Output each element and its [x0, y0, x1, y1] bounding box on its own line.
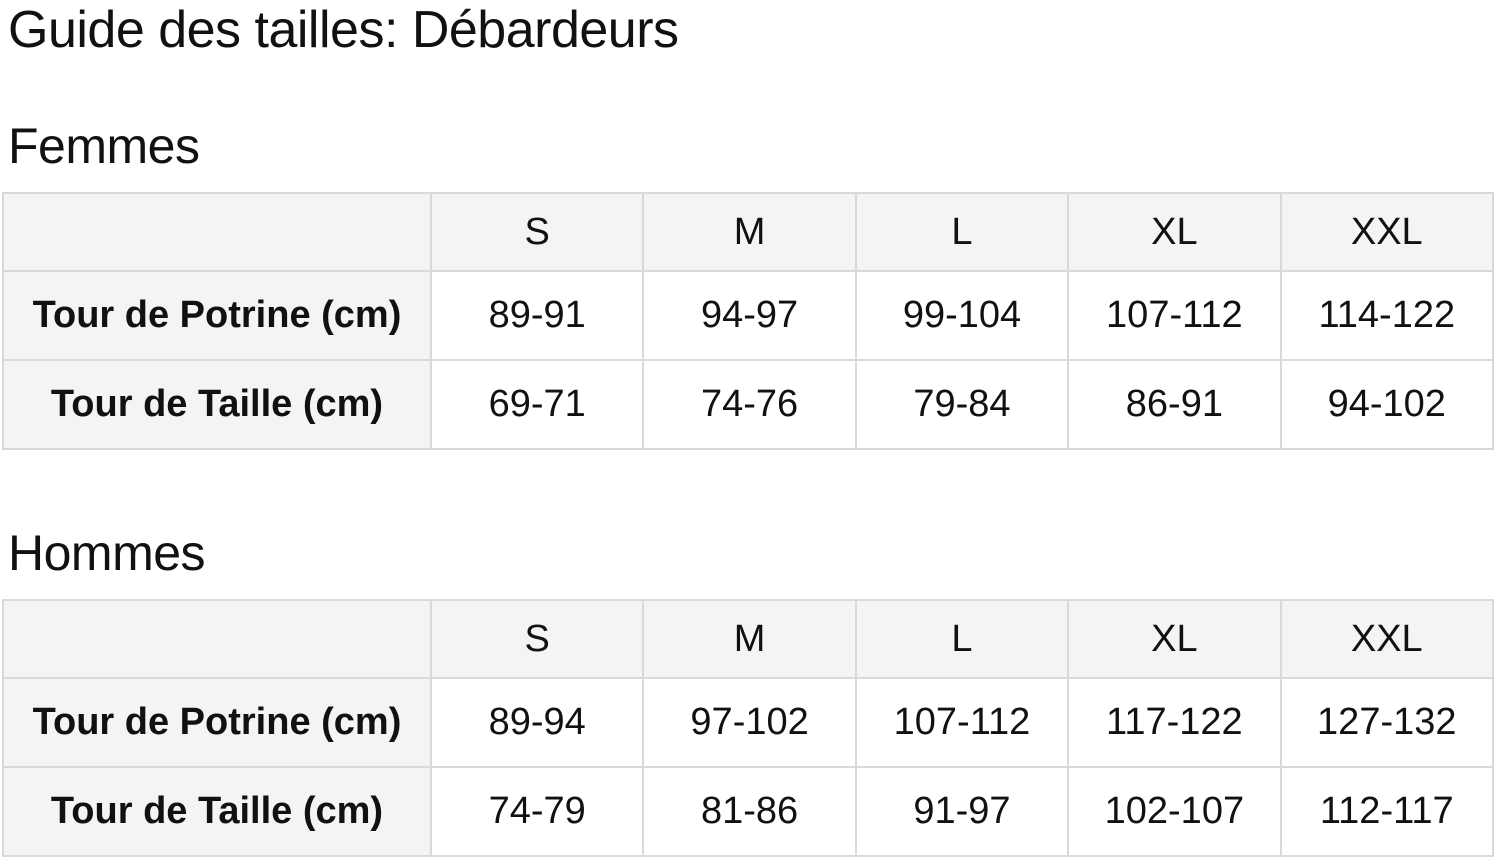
measurement-cell: 69-71: [429, 359, 645, 451]
measurement-cell: 107-112: [854, 677, 1070, 769]
measurement-cell: 107-112: [1067, 270, 1282, 362]
measurement-cell: 79-84: [854, 359, 1070, 451]
measurement-cell: 102-107: [1067, 766, 1282, 858]
measurement-cell: 94-102: [1279, 359, 1495, 451]
row-label: Tour de Potrine (cm): [2, 677, 432, 769]
table-header-row: S M L XL XXL: [2, 192, 1495, 273]
row-label: Tour de Taille (cm): [2, 359, 432, 451]
column-header-l: L: [854, 192, 1070, 273]
measurement-cell: 97-102: [642, 677, 857, 769]
column-header-l: L: [854, 599, 1070, 680]
column-header-xl: XL: [1067, 599, 1282, 680]
measurement-cell: 91-97: [854, 766, 1070, 858]
column-header-m: M: [642, 599, 857, 680]
corner-cell: [2, 192, 432, 273]
measurement-cell: 81-86: [642, 766, 857, 858]
measurement-cell: 86-91: [1067, 359, 1282, 451]
size-table-femmes: S M L XL XXL Tour de Potrine (cm) 89-91 …: [2, 192, 1495, 451]
column-header-xl: XL: [1067, 192, 1282, 273]
measurement-cell: 117-122: [1067, 677, 1282, 769]
table-row-chest: Tour de Potrine (cm) 89-91 94-97 99-104 …: [2, 270, 1495, 362]
column-header-m: M: [642, 192, 857, 273]
measurement-cell: 89-94: [429, 677, 645, 769]
measurement-cell: 89-91: [429, 270, 645, 362]
column-header-s: S: [429, 599, 645, 680]
row-label: Tour de Taille (cm): [2, 766, 432, 858]
table-row-waist: Tour de Taille (cm) 69-71 74-76 79-84 86…: [2, 359, 1495, 451]
table-row-chest: Tour de Potrine (cm) 89-94 97-102 107-11…: [2, 677, 1495, 769]
column-header-xxl: XXL: [1279, 192, 1495, 273]
measurement-cell: 114-122: [1279, 270, 1495, 362]
column-header-xxl: XXL: [1279, 599, 1495, 680]
measurement-cell: 112-117: [1279, 766, 1495, 858]
row-label: Tour de Potrine (cm): [2, 270, 432, 362]
corner-cell: [2, 599, 432, 680]
measurement-cell: 99-104: [854, 270, 1070, 362]
section-heading-femmes: Femmes: [8, 118, 200, 175]
table-header-row: S M L XL XXL: [2, 599, 1495, 680]
measurement-cell: 74-76: [642, 359, 857, 451]
size-table-hommes: S M L XL XXL Tour de Potrine (cm) 89-94 …: [2, 599, 1495, 858]
table-row-waist: Tour de Taille (cm) 74-79 81-86 91-97 10…: [2, 766, 1495, 858]
section-heading-hommes: Hommes: [8, 525, 206, 582]
column-header-s: S: [429, 192, 645, 273]
measurement-cell: 127-132: [1279, 677, 1495, 769]
page-title: Guide des tailles: Débardeurs: [8, 1, 679, 59]
measurement-cell: 94-97: [642, 270, 857, 362]
measurement-cell: 74-79: [429, 766, 645, 858]
